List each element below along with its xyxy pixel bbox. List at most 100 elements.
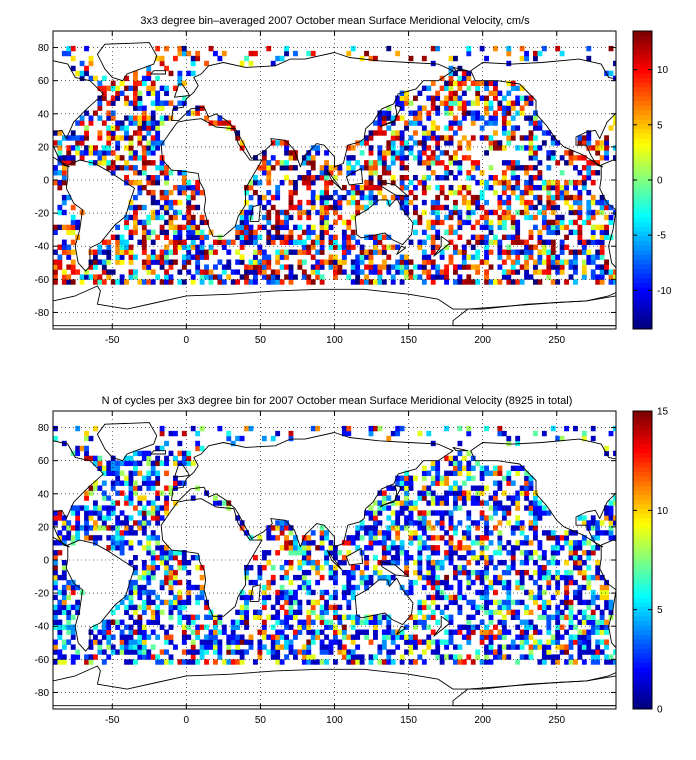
bin-cell bbox=[133, 520, 138, 526]
bin-cell bbox=[346, 155, 352, 161]
bin-cell bbox=[61, 155, 67, 161]
bin-cell bbox=[297, 604, 303, 611]
bin-cell bbox=[479, 80, 485, 87]
bin-cell bbox=[595, 560, 601, 566]
bin-cell bbox=[350, 614, 356, 620]
bin-cell bbox=[555, 624, 561, 630]
bin-cell bbox=[181, 239, 187, 245]
bin-cell bbox=[53, 569, 58, 576]
bin-cell bbox=[230, 629, 236, 635]
bin-cell bbox=[79, 155, 85, 161]
bin-cell bbox=[168, 430, 174, 437]
colorbar-swatch bbox=[633, 504, 652, 510]
bin-cell bbox=[541, 530, 547, 536]
bin-cell bbox=[173, 550, 178, 556]
bin-cell bbox=[199, 219, 205, 226]
bin-cell bbox=[444, 140, 449, 146]
bin-cell bbox=[186, 594, 192, 601]
bin-cell bbox=[275, 269, 281, 275]
bin-cell bbox=[373, 55, 378, 62]
bin-cell bbox=[586, 555, 592, 561]
bin-cell bbox=[524, 540, 529, 546]
bin-cell bbox=[470, 115, 476, 121]
bin-cell bbox=[88, 490, 94, 496]
bin-cell bbox=[417, 574, 423, 581]
bin-cell bbox=[386, 619, 392, 625]
bin-cell bbox=[333, 209, 338, 216]
bin-cell bbox=[559, 259, 565, 265]
bin-cell bbox=[604, 204, 609, 211]
bin-cell bbox=[541, 604, 547, 611]
bin-cell bbox=[150, 145, 156, 151]
bin-cell bbox=[386, 110, 392, 116]
bin-cell bbox=[515, 110, 521, 116]
bin-cell bbox=[61, 224, 67, 231]
bin-cell bbox=[70, 135, 76, 141]
bin-cell bbox=[595, 160, 601, 166]
bin-cell bbox=[341, 644, 347, 650]
bin-cell bbox=[133, 100, 138, 106]
bin-cell bbox=[546, 510, 552, 516]
bin-cell bbox=[528, 574, 534, 581]
bin-cell bbox=[515, 259, 521, 265]
bin-cell bbox=[235, 649, 241, 655]
bin-cell bbox=[93, 500, 98, 506]
bin-cell bbox=[266, 219, 272, 226]
bin-cell bbox=[146, 520, 152, 526]
bin-cell bbox=[355, 274, 361, 280]
bin-cell bbox=[177, 450, 183, 457]
bin-cell bbox=[404, 254, 409, 260]
bin-cell bbox=[528, 254, 534, 260]
bin-cell bbox=[221, 120, 227, 126]
bin-cell bbox=[155, 180, 161, 186]
bin-cell bbox=[421, 209, 427, 216]
bin-cell bbox=[510, 555, 516, 561]
bin-cell bbox=[439, 609, 445, 616]
bin-cell bbox=[146, 485, 152, 491]
bin-cell bbox=[101, 525, 107, 531]
bin-cell bbox=[484, 135, 489, 141]
bin-cell bbox=[577, 594, 583, 601]
bin-cell bbox=[293, 594, 298, 601]
bin-cell bbox=[519, 530, 525, 536]
bin-cell bbox=[466, 254, 472, 260]
bin-cell bbox=[519, 574, 525, 581]
bin-cell bbox=[115, 125, 121, 131]
bin-cell bbox=[248, 579, 254, 586]
bin-cell bbox=[466, 450, 472, 457]
bin-cell bbox=[101, 264, 107, 270]
bin-cell bbox=[475, 589, 481, 596]
bin-cell bbox=[510, 184, 516, 191]
bin-cell bbox=[137, 639, 143, 645]
bin-cell bbox=[128, 165, 134, 171]
bin-cell bbox=[577, 609, 583, 616]
bin-cell bbox=[128, 100, 134, 106]
bin-cell bbox=[408, 584, 414, 591]
bin-cell bbox=[595, 170, 601, 176]
bin-cell bbox=[546, 219, 552, 226]
bin-cell bbox=[319, 219, 325, 226]
bin-cell bbox=[137, 170, 143, 176]
bin-cell bbox=[66, 624, 72, 630]
bin-cell bbox=[253, 609, 258, 616]
colorbar-swatch bbox=[633, 319, 652, 325]
bin-cell bbox=[488, 145, 494, 151]
bin-cell bbox=[435, 495, 441, 501]
bin-cell bbox=[368, 279, 374, 285]
bin-cell bbox=[497, 500, 503, 506]
bin-cell bbox=[97, 505, 103, 511]
bin-cell bbox=[70, 614, 76, 620]
bin-cell bbox=[435, 500, 441, 506]
bin-cell bbox=[537, 170, 543, 176]
bin-cell bbox=[119, 540, 125, 546]
bin-cell bbox=[244, 199, 249, 206]
bin-cell bbox=[150, 619, 156, 625]
bin-cell bbox=[208, 249, 214, 255]
bin-cell bbox=[186, 199, 192, 206]
bin-cell bbox=[479, 629, 485, 635]
bin-cell bbox=[421, 540, 427, 546]
bin-cell bbox=[546, 579, 552, 586]
bin-cell bbox=[577, 204, 583, 211]
bin-cell bbox=[453, 594, 458, 601]
bin-cell bbox=[159, 229, 165, 236]
